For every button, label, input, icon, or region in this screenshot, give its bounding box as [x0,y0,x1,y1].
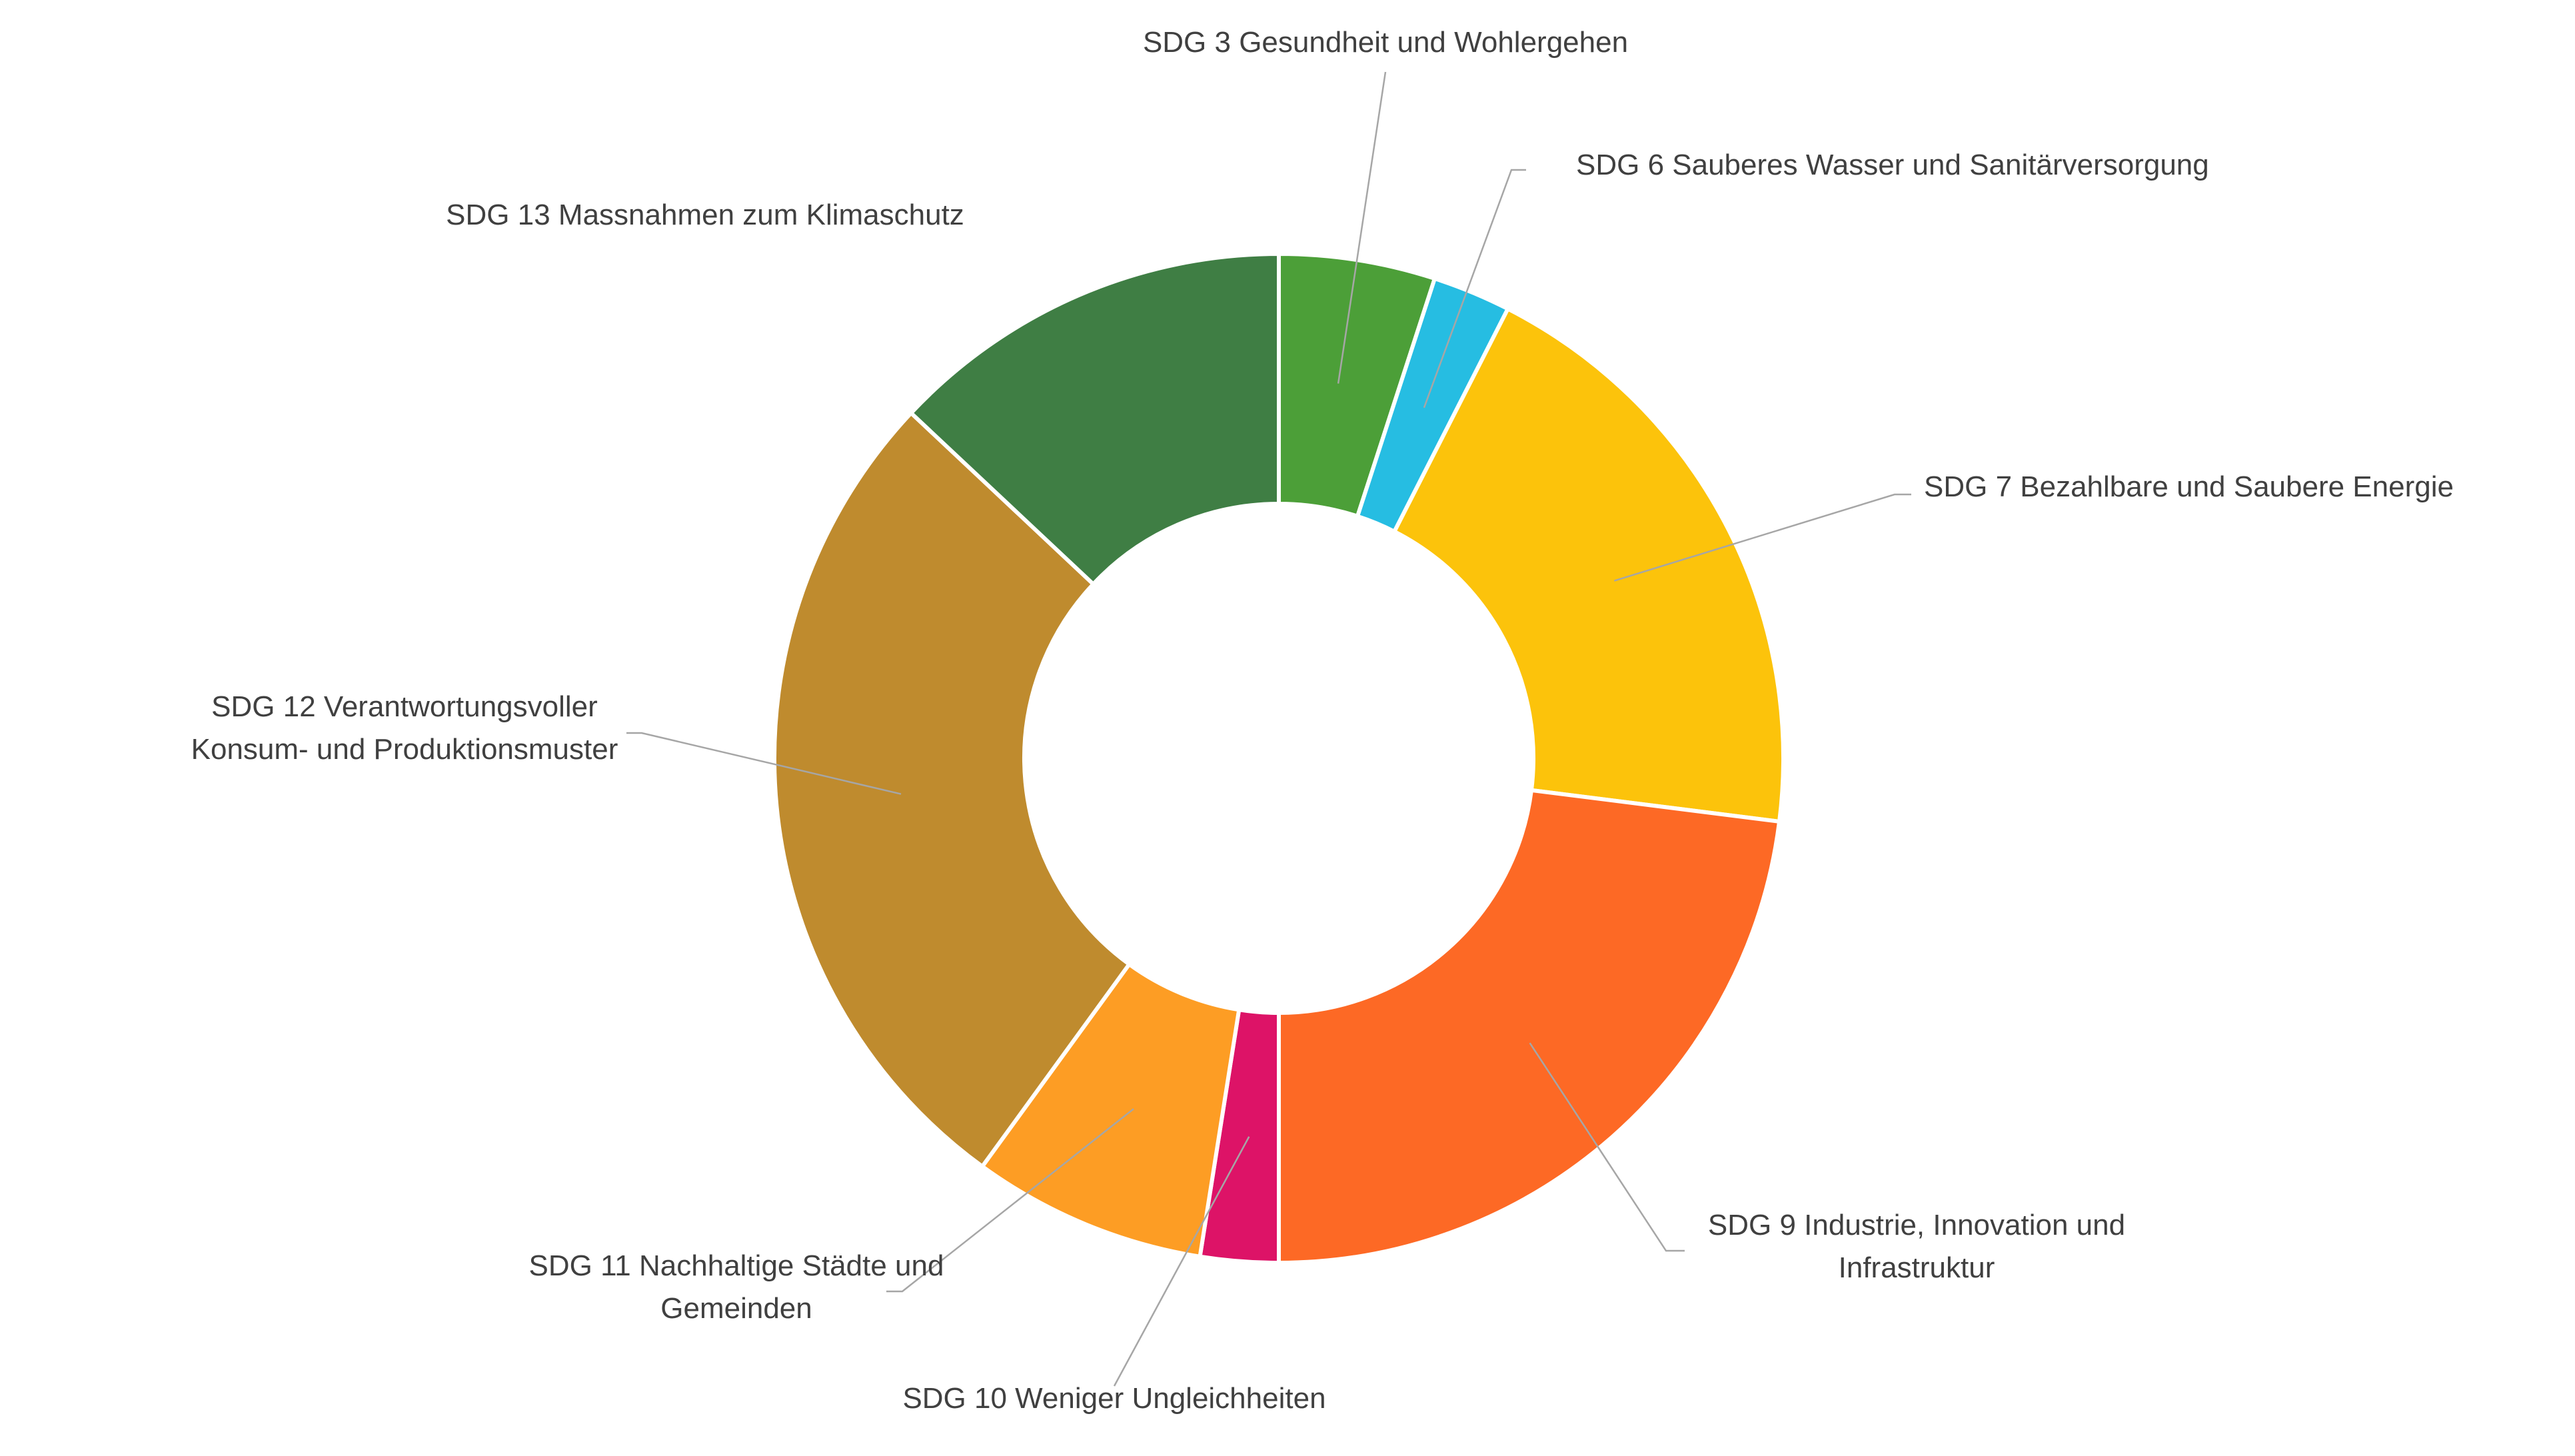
slice-label-line: SDG 12 Verantwortungsvoller [211,690,598,723]
leader-line-2 [1423,169,1526,408]
slice-label-line: SDG 13 Massnahmen zum Klimaschutz [446,199,964,231]
labels-layer: SDG 3 Gesundheit und Wohlergehen SDG 6 Sa… [191,26,2454,1415]
leader-line-1 [1337,71,1387,384]
slice-label-2: SDG 6 Sauberes Wasser und Sanitärversorg… [1576,149,2209,181]
slice-label-4: SDG 9 Industrie, Innovation und Infrastru… [1708,1209,2125,1284]
slice-label-line: Gemeinden [660,1292,812,1325]
leaders-layer [626,71,1911,1387]
donut-slice-7 [772,410,1132,1169]
donut-slice-4 [1277,788,1782,1265]
leader-line-3 [1613,493,1911,582]
donut-slice-8 [908,251,1281,587]
slice-label-line: SDG 6 Sauberes Wasser und Sanitärversorg… [1576,149,2209,181]
slice-label-line: SDG 11 Nachhaltige Städte und [529,1249,944,1282]
slice-label-8: SDG 13 Massnahmen zum Klimaschutz [446,199,964,231]
slice-label-line: SDG 7 Bezahlbare und Saubere Energie [1924,470,2454,503]
leader-line-6 [886,1108,1134,1293]
slice-label-3: SDG 7 Bezahlbare und Saubere Energie [1924,470,2454,503]
donut-slice-3 [1391,306,1785,824]
slice-label-line: SDG 3 Gesundheit und Wohlergehen [1143,26,1628,59]
slice-label-7: SDG 12 Verantwortungsvoller Konsum- und P… [191,690,618,766]
slice-label-line: SDG 10 Weniger Ungleichheiten [902,1382,1325,1415]
slice-label-1: SDG 3 Gesundheit und Wohlergehen [1143,26,1628,59]
leader-line-7 [626,732,902,795]
slice-label-line: Konsum- und Produktionsmuster [191,733,618,766]
slices-layer [772,251,1785,1265]
leader-line-5 [1113,1136,1250,1387]
slice-label-6: SDG 11 Nachhaltige Städte und Gemeinden [529,1249,944,1325]
slice-label-5: SDG 10 Weniger Ungleichheiten [902,1382,1325,1415]
slice-label-line: SDG 9 Industrie, Innovation und [1708,1209,2125,1241]
leader-line-4 [1529,1042,1685,1252]
slice-label-line: Infrastruktur [1839,1251,1995,1284]
